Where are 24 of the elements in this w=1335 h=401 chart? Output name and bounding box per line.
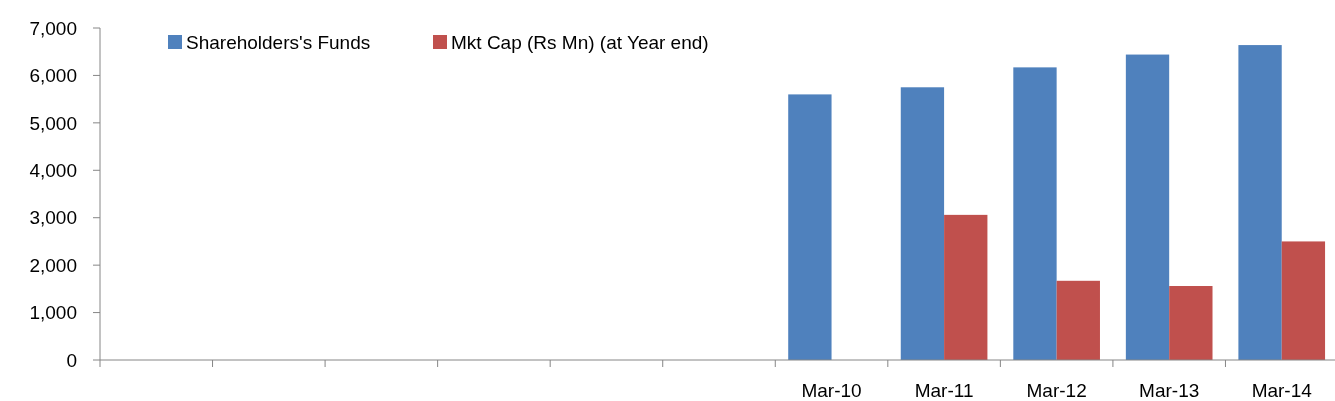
y-tick-label: 1,000 <box>29 302 77 324</box>
x-tick-label: Mar-14 <box>1251 380 1313 401</box>
bar <box>1238 45 1282 360</box>
y-tick-label: 0 <box>66 349 77 371</box>
x-tick-label: Mar-10 <box>801 380 862 401</box>
y-tick-label: 3,000 <box>29 207 77 229</box>
x-tick-label: Mar-11 <box>914 380 974 401</box>
x-tick-label: Mar-12 <box>1026 380 1087 401</box>
bar <box>1281 241 1326 360</box>
y-tick-label: 7,000 <box>29 17 77 39</box>
y-tick-label: 2,000 <box>29 254 77 276</box>
bar <box>1013 67 1057 360</box>
bar <box>1169 286 1213 360</box>
bar <box>1125 54 1170 360</box>
bar <box>900 87 945 360</box>
x-tick-label: Mar-13 <box>1139 380 1200 401</box>
legend-label: Mkt Cap (Rs Mn) (at Year end) <box>451 31 709 53</box>
bar <box>788 94 832 360</box>
y-tick-label: 6,000 <box>29 65 77 87</box>
y-tick-label: 5,000 <box>29 112 77 134</box>
bar <box>944 214 988 360</box>
legend-label: Shareholders's Funds <box>186 31 371 53</box>
y-tick-label: 4,000 <box>29 159 77 181</box>
bar <box>1056 280 1100 360</box>
